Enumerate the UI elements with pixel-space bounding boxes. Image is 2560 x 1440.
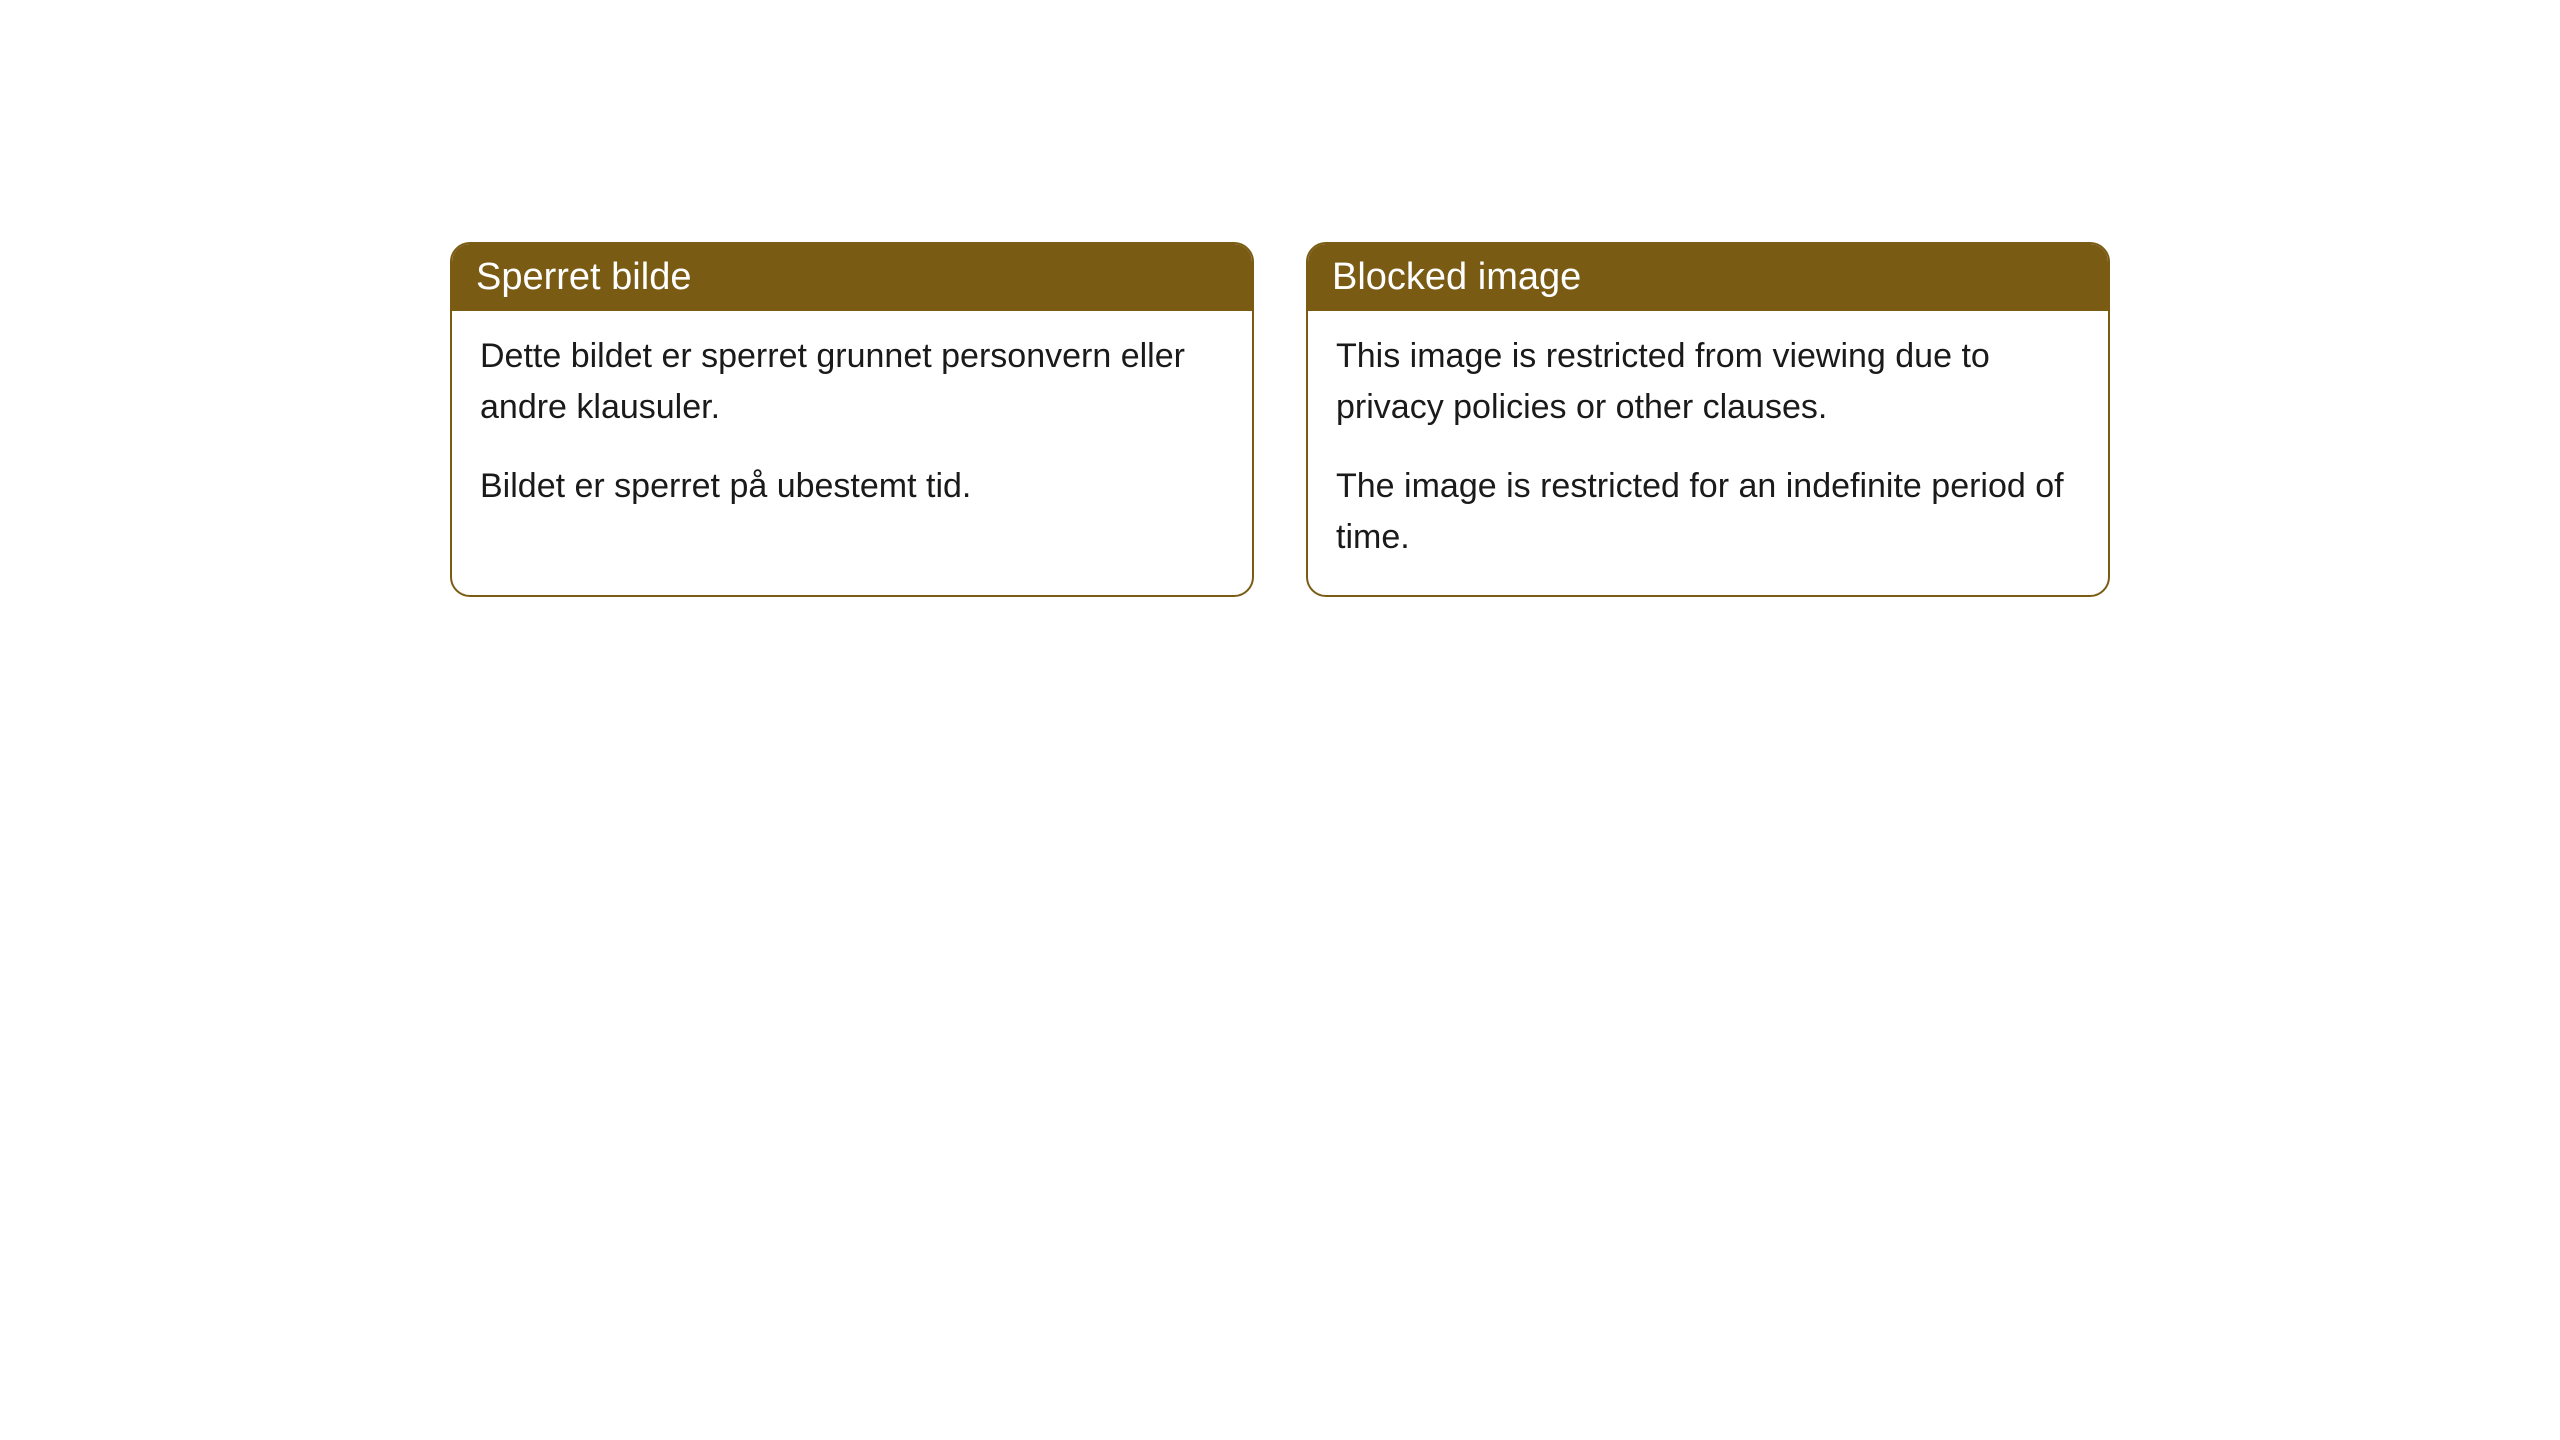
card-paragraph: This image is restricted from viewing du… — [1336, 331, 2080, 433]
card-header: Blocked image — [1308, 244, 2108, 311]
card-title: Blocked image — [1332, 256, 1581, 298]
notice-card-norwegian: Sperret bilde Dette bildet er sperret gr… — [450, 242, 1254, 597]
card-body: This image is restricted from viewing du… — [1308, 311, 2108, 595]
card-paragraph: Dette bildet er sperret grunnet personve… — [480, 331, 1224, 433]
notice-cards-container: Sperret bilde Dette bildet er sperret gr… — [450, 242, 2110, 597]
card-body: Dette bildet er sperret grunnet personve… — [452, 311, 1252, 544]
card-paragraph: Bildet er sperret på ubestemt tid. — [480, 461, 1224, 512]
card-paragraph: The image is restricted for an indefinit… — [1336, 461, 2080, 563]
card-title: Sperret bilde — [476, 256, 691, 298]
notice-card-english: Blocked image This image is restricted f… — [1306, 242, 2110, 597]
card-header: Sperret bilde — [452, 244, 1252, 311]
